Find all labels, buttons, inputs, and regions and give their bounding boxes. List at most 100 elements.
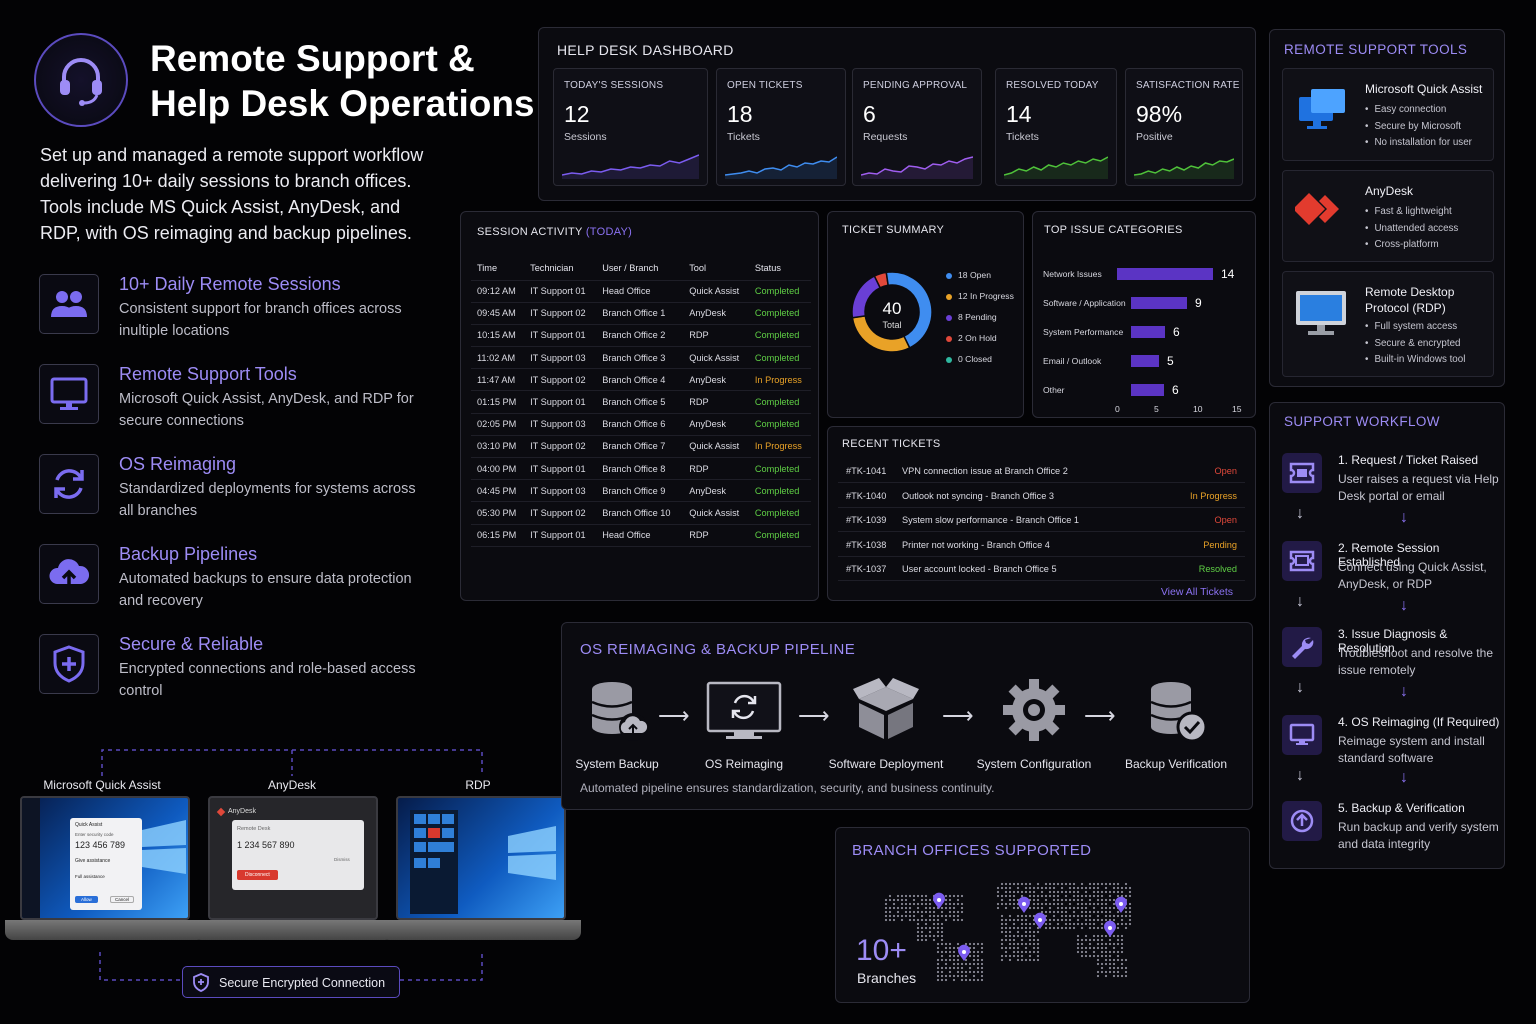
map-dot bbox=[908, 910, 912, 914]
map-dot bbox=[1052, 894, 1056, 898]
kpi-card: PENDING APPROVAL 6 Requests bbox=[852, 68, 982, 186]
windows-logo-icon bbox=[508, 826, 556, 880]
map-dot bbox=[1036, 946, 1040, 950]
table-row: 11:02 AM IT Support 03 Branch Office 3 Quic… bbox=[471, 346, 811, 370]
map-dot bbox=[1020, 942, 1024, 946]
legend-item: 2 On Hold bbox=[946, 333, 997, 343]
map-dot bbox=[1020, 914, 1024, 918]
workflow-step-desc: Troubleshoot and resolve the issue remot… bbox=[1338, 646, 1493, 677]
laptop-screen: AnyDesk Remote Desk 1 234 567 890 Dismis… bbox=[208, 796, 378, 920]
legend-item: 18 Open bbox=[946, 270, 991, 280]
map-dot bbox=[1000, 902, 1004, 906]
workflow-step-title: 4. OS Reimaging (If Required) bbox=[1338, 715, 1500, 729]
pipeline-title: OS REIMAGING & BACKUP PIPELINE bbox=[580, 641, 856, 658]
map-dot bbox=[940, 914, 944, 918]
laptop-label-rdp: RDP bbox=[465, 778, 491, 792]
map-dot bbox=[924, 894, 928, 898]
table-cell: Branch Office 5 bbox=[596, 390, 684, 414]
legend-label: 12 In Progress bbox=[958, 291, 1014, 301]
map-dot bbox=[948, 958, 952, 962]
map-dot bbox=[956, 966, 960, 970]
map-dot bbox=[1120, 914, 1124, 918]
dialog-option[interactable]: Full assistance bbox=[75, 874, 105, 879]
view-all-tickets-link[interactable]: View All Tickets bbox=[1160, 586, 1233, 598]
bar-value: 6 bbox=[1173, 325, 1180, 339]
ticket-icon bbox=[1282, 453, 1322, 493]
map-dot bbox=[1024, 930, 1028, 934]
pipeline-step: Software Deployment bbox=[816, 675, 956, 771]
map-dot bbox=[900, 914, 904, 918]
map-dot bbox=[924, 926, 928, 930]
start-menu bbox=[410, 810, 458, 914]
anydesk-logo-icon bbox=[216, 807, 226, 817]
map-dot bbox=[900, 894, 904, 898]
legend-item: 8 Pending bbox=[946, 312, 997, 322]
map-dot bbox=[1072, 926, 1076, 930]
ticket-row[interactable]: #TK-1039 System slow performance - Branch… bbox=[838, 508, 1245, 532]
anydesk-disconnect-button[interactable]: Disconnect bbox=[237, 870, 278, 880]
ticket-desc: User account locked - Branch Office 5 bbox=[902, 564, 1057, 574]
map-dot bbox=[908, 902, 912, 906]
dialog-allow-button[interactable]: Allow bbox=[75, 896, 98, 903]
map-dot bbox=[1120, 974, 1124, 978]
map-dot bbox=[1116, 958, 1120, 962]
map-dot bbox=[1036, 926, 1040, 930]
feature-backup-pipelines: Backup Pipelines Automated backups to en… bbox=[39, 544, 479, 609]
table-row: 09:12 AM IT Support 01 Head Office Quick As… bbox=[471, 280, 811, 303]
map-dot bbox=[936, 974, 940, 978]
table-cell: Head Office bbox=[596, 524, 684, 547]
map-dot bbox=[968, 954, 972, 958]
map-dot bbox=[952, 954, 956, 958]
map-dot bbox=[1116, 942, 1120, 946]
map-dot bbox=[1036, 930, 1040, 934]
pipeline-step-label: Software Deployment bbox=[828, 757, 944, 771]
feature-desc: Encrypted connections and role-based acc… bbox=[119, 661, 416, 699]
map-dot bbox=[1004, 946, 1008, 950]
map-dot bbox=[1040, 902, 1044, 906]
map-dot bbox=[920, 898, 924, 902]
tool-bullet: No installation for user bbox=[1365, 135, 1471, 152]
map-dot bbox=[976, 958, 980, 962]
map-dot bbox=[1080, 886, 1084, 890]
map-dot bbox=[1024, 914, 1028, 918]
map-dot bbox=[920, 934, 924, 938]
map-dot bbox=[1112, 882, 1116, 886]
map-dot bbox=[1092, 922, 1096, 926]
map-dot bbox=[1116, 922, 1120, 926]
feature-os-reimaging: OS Reimaging Standardized deployments fo… bbox=[39, 454, 479, 519]
map-dot bbox=[1076, 906, 1080, 910]
ticket-desc: Printer not working - Branch Office 4 bbox=[902, 539, 1050, 550]
map-dot bbox=[1124, 886, 1128, 890]
map-dot bbox=[1128, 890, 1132, 894]
map-dot bbox=[1088, 918, 1092, 922]
map-dot bbox=[1112, 974, 1116, 978]
table-cell: Quick Assist bbox=[683, 435, 749, 459]
kpi-sparkline bbox=[1004, 156, 1108, 179]
map-dot bbox=[1072, 894, 1076, 898]
map-dot bbox=[936, 942, 940, 946]
map-dot bbox=[1028, 914, 1032, 918]
map-dot bbox=[1000, 922, 1004, 926]
map-dot bbox=[1108, 938, 1112, 942]
location-pin-dot bbox=[1022, 902, 1026, 906]
ticket-row[interactable]: #TK-1041 VPN connection issue at Branch O… bbox=[838, 459, 1245, 483]
map-dot bbox=[944, 894, 948, 898]
map-dot bbox=[1008, 934, 1012, 938]
map-dot bbox=[1004, 886, 1008, 890]
column-header: Technician bbox=[524, 256, 597, 281]
map-dot bbox=[936, 930, 940, 934]
anydesk-dismiss[interactable]: Dismiss bbox=[334, 857, 350, 862]
ticket-row[interactable]: #TK-1037 User account locked - Branch Off… bbox=[838, 557, 1245, 581]
dialog-option[interactable]: Give assistance bbox=[75, 858, 111, 864]
map-dot bbox=[1064, 926, 1068, 930]
map-dot bbox=[904, 902, 908, 906]
map-dot bbox=[1064, 882, 1068, 886]
dialog-cancel-button[interactable]: Cancel bbox=[110, 896, 135, 903]
ticket-row[interactable]: #TK-1040 Outlook not syncing - Branch Off… bbox=[838, 484, 1245, 508]
map-dot bbox=[1084, 910, 1088, 914]
column-header: Time bbox=[471, 256, 525, 281]
ticket-row[interactable]: #TK-1038 Printer not working - Branch Off… bbox=[838, 533, 1245, 557]
map-dot bbox=[1000, 938, 1004, 942]
windows-logo-icon bbox=[142, 820, 186, 874]
map-dot bbox=[940, 958, 944, 962]
